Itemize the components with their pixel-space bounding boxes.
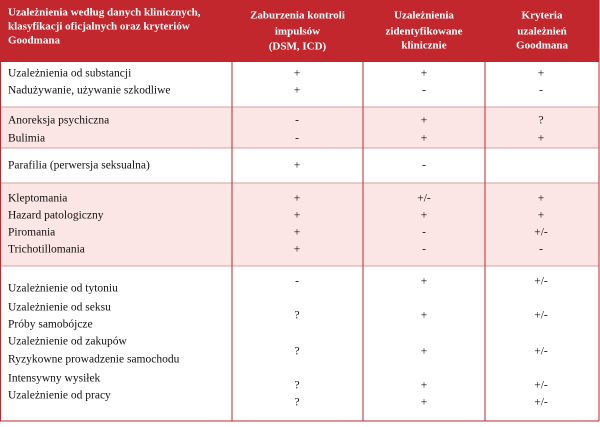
cell-value: +/- bbox=[534, 227, 548, 239]
header-text: Kryteria bbox=[522, 10, 563, 22]
cell-value: + bbox=[421, 133, 428, 145]
cell-value: +/- bbox=[417, 193, 431, 205]
row-group-bg bbox=[0, 183, 599, 266]
cell-value: +/- bbox=[534, 380, 548, 392]
cell-value: ? bbox=[294, 346, 299, 358]
header-bg bbox=[0, 0, 599, 62]
row-label: Ryzykowne prowadzenie samochodu bbox=[8, 354, 180, 366]
cell-value: + bbox=[294, 244, 301, 256]
header-text: (DSM, ICD) bbox=[269, 41, 327, 53]
row-label: Parafilia (perwersja seksualna) bbox=[8, 160, 150, 172]
cell-value: + bbox=[294, 193, 301, 205]
row-label: Uzależnienie od zakupów bbox=[8, 336, 127, 348]
header-text: Uzależnienia według danych klinicznych, bbox=[8, 7, 201, 19]
row-label: Trichotillomania bbox=[8, 244, 85, 256]
header-text: zidentyfikowane bbox=[386, 26, 463, 38]
cell-value: + bbox=[538, 68, 545, 80]
row-label: Uzależnienie od seksu bbox=[8, 302, 111, 314]
row-group-bg bbox=[0, 62, 599, 107]
cell-value: + bbox=[421, 68, 428, 80]
cell-value: + bbox=[421, 276, 428, 288]
cell-value: ? bbox=[538, 115, 543, 127]
row-group-bg bbox=[0, 266, 599, 421]
cell-value: - bbox=[422, 244, 426, 256]
row-label: Anoreksja psychiczna bbox=[8, 115, 109, 127]
row-label: Piromania bbox=[8, 227, 55, 239]
cell-value: +/- bbox=[534, 276, 548, 288]
cell-value: + bbox=[421, 115, 428, 127]
row-label: Bulimia bbox=[8, 133, 45, 145]
cell-value: ? bbox=[294, 397, 299, 409]
cell-value: + bbox=[421, 310, 428, 322]
cell-value: + bbox=[294, 68, 301, 80]
row-label: Kleptomania bbox=[8, 193, 67, 205]
cell-value: ? bbox=[294, 310, 299, 322]
cell-value: + bbox=[421, 210, 428, 222]
cell-value: - bbox=[422, 160, 426, 172]
cell-value: + bbox=[538, 133, 545, 145]
cell-value: + bbox=[421, 346, 428, 358]
cell-value: +/- bbox=[534, 346, 548, 358]
cell-value: - bbox=[422, 227, 426, 239]
cell-value: - bbox=[539, 85, 543, 97]
header-text: Goodmana bbox=[8, 35, 60, 47]
row-label: Intensywny wysiłek bbox=[8, 373, 101, 385]
cell-value: + bbox=[294, 85, 301, 97]
cell-value: + bbox=[294, 210, 301, 222]
cell-value: ? bbox=[294, 380, 299, 392]
cell-value: +/- bbox=[534, 310, 548, 322]
cell-value: - bbox=[295, 276, 299, 288]
cell-value: - bbox=[422, 85, 426, 97]
cell-value: + bbox=[421, 397, 428, 409]
row-label: Uzależnienia od substancji bbox=[8, 68, 131, 80]
row-group-bg bbox=[0, 148, 599, 183]
header-text: klasyfikacji oficjalnych oraz kryteriów bbox=[8, 21, 190, 33]
cell-value: - bbox=[295, 133, 299, 145]
row-label: Uzależnienie od pracy bbox=[8, 390, 111, 402]
header-text: impulsów bbox=[275, 26, 320, 38]
row-label: Hazard patologiczny bbox=[8, 210, 104, 222]
row-label: Uzależnienie od tytoniu bbox=[8, 283, 118, 295]
header-text: Goodmana bbox=[516, 40, 568, 52]
cell-value: + bbox=[421, 380, 428, 392]
row-label: Próby samobójcze bbox=[8, 319, 93, 331]
header-text: Uzależnienia bbox=[394, 10, 454, 22]
row-label: Nadużywanie, używanie szkodliwe bbox=[8, 85, 171, 97]
cell-value: + bbox=[294, 160, 301, 172]
row-group-bg bbox=[0, 107, 599, 148]
cell-value: - bbox=[539, 244, 543, 256]
header-text: uzależnień bbox=[517, 26, 567, 38]
cell-value: +/- bbox=[534, 397, 548, 409]
header-text: Zaburzenia kontroli bbox=[250, 10, 345, 22]
cell-value: - bbox=[295, 115, 299, 127]
cell-value: + bbox=[294, 227, 301, 239]
cell-value: + bbox=[538, 210, 545, 222]
header-text: klinicznie bbox=[401, 40, 446, 52]
cell-value: + bbox=[538, 193, 545, 205]
